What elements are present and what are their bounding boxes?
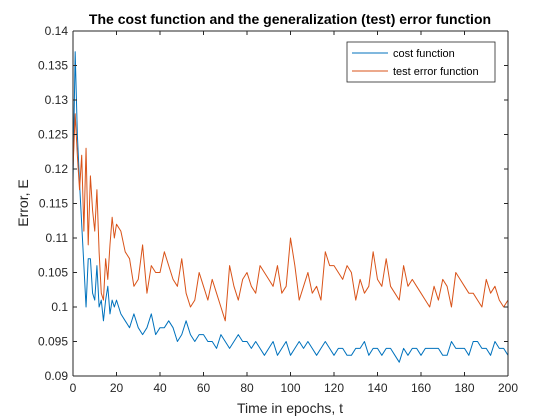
chart-title: The cost function and the generalization…	[89, 11, 491, 27]
legend-label-cost: cost function	[393, 48, 455, 60]
series-line-test	[72, 113, 509, 322]
y-tick-label: 0.09	[45, 369, 69, 383]
y-tick-label: 0.11	[46, 231, 69, 245]
y-tick-label: 0.095	[38, 335, 68, 349]
y-tick-label: 0.125	[38, 128, 68, 142]
x-axis-label: Time in epochs, t	[237, 400, 343, 416]
y-tick-label: 0.12	[45, 162, 69, 176]
series-layer	[72, 51, 509, 363]
y-tick-label: 0.1	[51, 300, 68, 314]
y-axis-label: Error, E	[15, 179, 31, 226]
x-ticks: 0 20 40 60 80 100 120 140 160 180 200	[70, 31, 518, 395]
x-tick-label: 180	[454, 381, 474, 395]
x-tick-label: 60	[197, 381, 211, 395]
x-tick-label: 160	[411, 381, 431, 395]
x-tick-label: 100	[280, 381, 300, 395]
x-tick-label: 20	[110, 381, 124, 395]
plot-area	[73, 31, 508, 376]
y-ticks: 0.09 0.095 0.1 0.105 0.11 0.115 0.12 0.125 0.13 0…	[38, 24, 508, 383]
y-tick-label: 0.115	[39, 197, 68, 211]
y-tick-label: 0.14	[45, 24, 69, 38]
x-tick-label: 80	[240, 381, 254, 395]
x-tick-label: 0	[70, 381, 77, 395]
legend: cost function test error function	[346, 41, 496, 83]
legend-label-test: test error function	[393, 66, 479, 78]
y-tick-label: 0.105	[38, 266, 68, 280]
series-line-cost	[72, 51, 509, 363]
x-tick-label: 140	[367, 381, 387, 395]
x-tick-label: 40	[153, 381, 167, 395]
legend-box	[346, 41, 496, 83]
y-tick-label: 0.13	[45, 93, 69, 107]
y-tick-label: 0.135	[38, 59, 68, 73]
x-tick-label: 120	[324, 381, 344, 395]
x-tick-label: 200	[498, 381, 518, 395]
